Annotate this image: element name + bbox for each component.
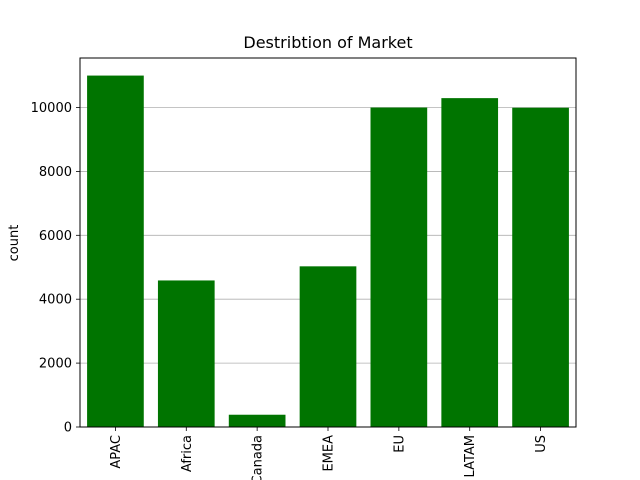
bar-latam: [441, 98, 499, 427]
x-axis-ticks: APAC Africa Canada EMEA EU LATAM US: [109, 427, 549, 480]
y-tick-label: 10000: [31, 101, 72, 116]
bar-us: [512, 107, 569, 427]
y-tick-label: 2000: [39, 357, 72, 372]
y-tick-label: 4000: [39, 293, 72, 308]
chart-title: Destribtion of Market: [243, 33, 412, 52]
y-tick-label: 0: [64, 421, 72, 436]
y-axis-label: count: [7, 225, 22, 262]
x-tick-label: EU: [392, 435, 407, 453]
x-tick-label: LATAM: [463, 435, 478, 477]
bar-africa: [157, 280, 215, 427]
x-tick-label: US: [534, 435, 549, 453]
bars: [87, 75, 569, 428]
y-axis-ticks: 0 2000 4000 6000 8000 10000: [31, 101, 80, 436]
y-tick-label: 6000: [39, 229, 72, 244]
bar-emea: [299, 266, 357, 427]
x-tick-label: Africa: [180, 435, 195, 472]
x-tick-label: Canada: [251, 435, 266, 480]
x-tick-label: EMEA: [322, 435, 337, 472]
bar-eu: [370, 107, 428, 428]
y-tick-label: 8000: [39, 165, 72, 180]
x-tick-label: APAC: [109, 435, 124, 469]
bar-canada: [228, 414, 286, 427]
bar-apac: [87, 75, 144, 428]
